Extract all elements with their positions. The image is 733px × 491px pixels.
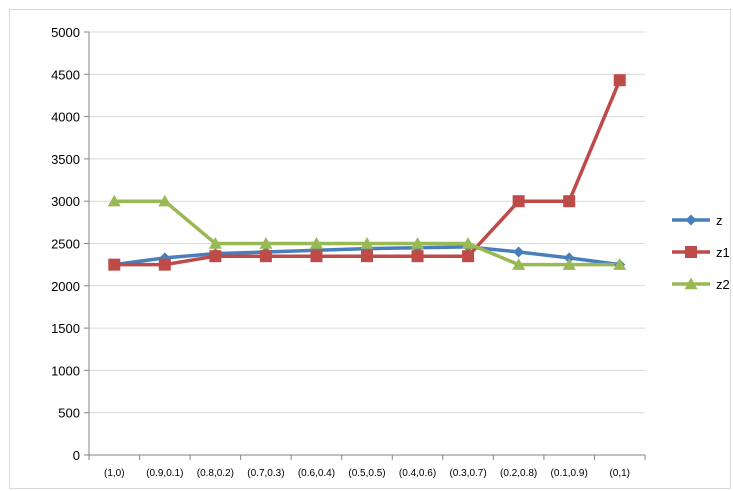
data-point-z2: [613, 258, 627, 270]
data-point-z1: [158, 258, 171, 271]
data-point-z2: [309, 237, 323, 249]
legend-label-z2: z2: [716, 277, 730, 292]
data-point-z2: [411, 237, 425, 249]
x-tick-label: (0.9,0.1): [146, 468, 183, 479]
series-markers: [107, 74, 627, 271]
y-tick-label: 4500: [51, 67, 80, 82]
series-lines: [114, 79, 622, 267]
data-point-z1: [361, 250, 373, 263]
y-tick-label: 3000: [51, 194, 80, 209]
x-tick-label: (0.2,0.8): [500, 468, 537, 479]
data-point-z2: [461, 237, 475, 249]
data-point-z2: [562, 258, 576, 270]
legend-marker-z2: [684, 277, 698, 290]
data-point-z1: [310, 250, 323, 263]
y-tick-label: 5000: [51, 25, 80, 40]
data-point-z2: [158, 194, 172, 207]
y-tick-label: 2500: [51, 237, 80, 252]
data-point-z1: [462, 250, 475, 263]
legend-marker-z: [685, 214, 697, 226]
data-point-z: [513, 246, 525, 258]
legend: z z1 z2: [672, 213, 730, 292]
data-point-z2: [360, 237, 374, 249]
y-tick-label: 3500: [51, 152, 80, 167]
chart-area: 0 500 1000 1500 2000 2500 3000 3500 4000 4500 5000…: [9, 9, 731, 489]
x-tick-label: (0.7,0.3): [247, 468, 284, 479]
x-tick-label: (0.4,0.6): [399, 468, 436, 479]
data-point-z: [159, 252, 171, 264]
x-tick-label: (0.6,0.4): [298, 468, 335, 479]
x-tick-label: (0.1,0.9): [551, 468, 588, 479]
line-chart: 0 500 1000 1500 2000 2500 3000 3500 4000 4500 5000…: [51, 25, 730, 479]
x-tick-label: (0.5,0.5): [348, 468, 385, 479]
axes: [84, 31, 646, 460]
x-tick-label: (0,1): [609, 468, 630, 479]
y-tick-label: 1500: [51, 321, 80, 336]
series-line-z1: [114, 79, 622, 267]
x-tick-label: (1,0): [104, 468, 125, 479]
data-point-z1: [209, 250, 222, 263]
x-tick-label: (0.8,0.2): [197, 468, 234, 479]
data-point-z2: [512, 258, 526, 270]
data-point-z1: [259, 250, 272, 263]
data-point-z: [563, 252, 575, 264]
data-point-z2: [259, 237, 273, 249]
grid-lines: [89, 31, 645, 414]
legend-marker-z1: [685, 246, 697, 258]
y-tick-label: 0: [73, 448, 80, 463]
y-tick-label: 4000: [51, 110, 80, 125]
x-tick-labels: (1,0) (0.9,0.1) (0.8,0.2) (0.7,0.3) (0.6,0.4…: [104, 468, 630, 479]
y-tick-label: 1000: [51, 363, 80, 378]
legend-label-z1: z1: [716, 245, 730, 260]
data-point-z2: [107, 194, 121, 207]
data-point-z1: [613, 74, 626, 87]
y-tick-label: 2000: [51, 279, 80, 294]
data-point-z1: [108, 258, 121, 271]
y-tick-labels: 0 500 1000 1500 2000 2500 3000 3500 4000 4500 5000: [51, 25, 80, 463]
data-point-z2: [208, 237, 222, 249]
legend-label-z: z: [716, 213, 723, 228]
x-tick-label: (0.3,0.7): [449, 468, 486, 479]
data-point-z1: [411, 250, 424, 263]
data-point-z1: [563, 195, 576, 208]
data-point-z1: [512, 195, 525, 208]
y-tick-label: 500: [58, 406, 80, 421]
